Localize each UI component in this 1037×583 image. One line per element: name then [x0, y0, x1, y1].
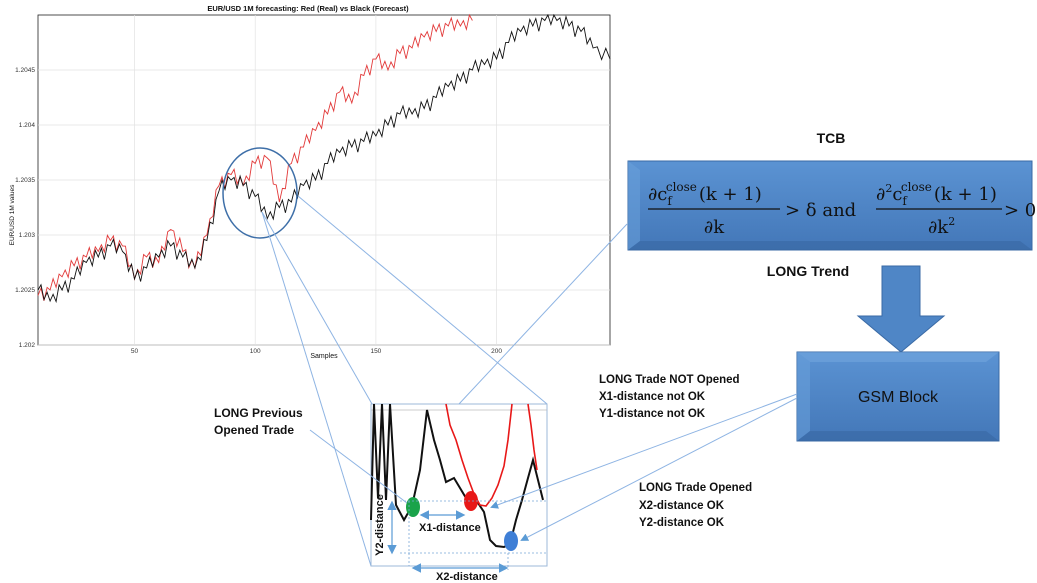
gsm-block-label: GSM Block	[858, 389, 939, 406]
x2-distance-label: X2-distance	[436, 571, 498, 583]
x-tick-label: 150	[370, 348, 381, 355]
svg-text:∂k2: ∂k2	[928, 215, 955, 238]
opened-trade-dot	[504, 531, 518, 551]
y-axis-label: EUR/USD 1M values	[9, 184, 16, 245]
x-tick-label: 200	[491, 348, 502, 355]
tcb-box-bevel-bottom	[628, 241, 1032, 250]
svg-text:∂2cfclose(k + 1): ∂2cfclose (k + 1)	[876, 180, 997, 208]
previous-trade-pointer	[309, 429, 408, 504]
chart-grid	[38, 15, 610, 346]
tcb-connector-line	[458, 223, 628, 405]
y2-distance-label: Y2-distance	[374, 494, 386, 556]
forecast-series-line	[37, 13, 611, 304]
not-opened-label: LONG Trade NOT Opened X1-distance not OK…	[599, 374, 740, 420]
y-axis-ticks: 1.202 1.2025 1.203 1.2035 1.204 1.2045	[15, 67, 35, 349]
series-lines	[37, 13, 611, 304]
svg-text:Y2-distance OK: Y2-distance OK	[639, 517, 725, 529]
x1-distance-label: X1-distance	[419, 522, 481, 534]
tcb-formula-box	[627, 160, 1033, 251]
gsm-box-bevel-bottom	[797, 431, 999, 441]
gsm-to-not-opened-line	[490, 393, 798, 509]
svg-text:Opened Trade: Opened Trade	[214, 423, 294, 437]
previous-trade-dot	[406, 497, 420, 517]
tcb-box-bevel-left	[628, 161, 640, 250]
svg-text:X2-distance OK: X2-distance OK	[639, 500, 725, 512]
svg-text:LONG Trade NOT Opened: LONG Trade NOT Opened	[599, 374, 740, 386]
svg-text:LONG Trade Opened: LONG Trade Opened	[639, 482, 752, 494]
y-tick-label: 1.2035	[15, 177, 35, 184]
zoom-forecast-line	[370, 403, 544, 549]
x-axis-ticks: 50 100 150 200	[131, 348, 502, 355]
gsm-block-box	[796, 351, 1000, 442]
real-series-line	[37, 13, 473, 301]
zoom-real-line	[445, 403, 513, 507]
svg-text:X1-distance not OK: X1-distance not OK	[599, 391, 706, 403]
zoom-highlight-ellipse	[222, 147, 298, 239]
zoom-inset: X1-distance X2-distance Y2-distance	[370, 403, 548, 583]
tcb-formula: ∂cfclose (k + 1) ∂k > δ and ∂2cfclose (k +…	[648, 180, 1036, 238]
chart-title: EUR/USD 1M forecasting: Red (Real) vs Bl…	[207, 4, 409, 13]
forecast-chart: 1.202 1.2025 1.203 1.2035 1.204 1.2045 50 100 1…	[0, 0, 616, 360]
y-tick-label: 1.2045	[15, 67, 35, 74]
y-tick-label: 1.203	[19, 232, 36, 239]
not-opened-trade-dot	[464, 491, 478, 511]
svg-text:> δ and: > δ and	[785, 200, 856, 221]
y-tick-label: 1.204	[19, 122, 36, 129]
x-tick-label: 100	[250, 348, 261, 355]
previous-trade-label: LONG Previous Opened Trade	[214, 406, 303, 437]
svg-text:∂k: ∂k	[704, 217, 725, 238]
gsm-box-bevel-left	[797, 352, 810, 441]
svg-text:LONG Previous: LONG Previous	[214, 406, 303, 420]
long-trend-label: LONG Trend	[767, 263, 849, 279]
long-trend-down-arrow	[856, 265, 946, 353]
gsm-to-opened-line	[520, 397, 798, 541]
x-tick-label: 50	[131, 348, 139, 355]
tcb-title: TCB	[817, 130, 846, 146]
y-tick-label: 1.2025	[15, 287, 35, 294]
zoom-connector-lines	[261, 195, 548, 567]
svg-text:∂cfclose(k + 1): ∂cfclose (k + 1)	[648, 180, 762, 208]
gsm-box-bevel-top	[797, 352, 999, 362]
svg-text:> 0: > 0	[1004, 200, 1036, 221]
opened-label: LONG Trade Opened X2-distance OK Y2-dist…	[639, 482, 752, 529]
y-tick-label: 1.202	[19, 342, 36, 349]
svg-text:Y1-distance not OK: Y1-distance not OK	[599, 408, 706, 420]
x-axis-label: Samples	[310, 353, 338, 360]
